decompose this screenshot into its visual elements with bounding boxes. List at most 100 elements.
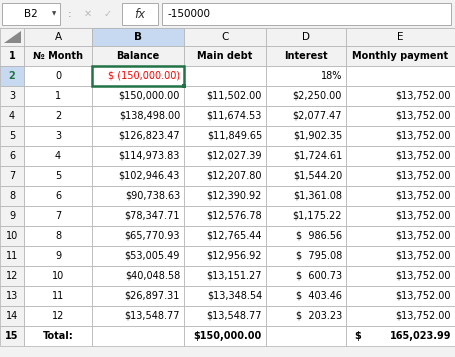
Text: 0: 0 [55, 71, 61, 81]
Text: $  795.08: $ 795.08 [296, 251, 342, 261]
Polygon shape [4, 31, 21, 43]
Text: $13,752.00: $13,752.00 [395, 191, 451, 201]
Bar [346, 206, 455, 226]
Bar [24, 286, 92, 306]
Text: 12: 12 [52, 311, 64, 321]
Text: $13,548.77: $13,548.77 [207, 311, 262, 321]
Text: $13,752.00: $13,752.00 [395, 151, 451, 161]
Bar [266, 166, 346, 186]
Bar [184, 66, 266, 86]
Text: 9: 9 [9, 211, 15, 221]
Bar [184, 186, 266, 206]
Text: Balance: Balance [116, 51, 160, 61]
Text: $65,770.93: $65,770.93 [125, 231, 180, 241]
Bar [346, 266, 455, 286]
Text: A: A [55, 32, 61, 42]
Bar [0, 266, 24, 286]
Text: $13,752.00: $13,752.00 [395, 111, 451, 121]
Bar [266, 306, 346, 326]
Bar [184, 28, 266, 46]
Bar [266, 206, 346, 226]
Text: 2: 2 [9, 71, 15, 81]
Text: $12,576.78: $12,576.78 [207, 211, 262, 221]
Bar [184, 126, 266, 146]
Text: $13,348.54: $13,348.54 [207, 291, 262, 301]
Bar [346, 166, 455, 186]
Text: Monthly payment: Monthly payment [353, 51, 449, 61]
Text: $13,752.00: $13,752.00 [395, 271, 451, 281]
Bar [92, 46, 184, 66]
Text: $78,347.71: $78,347.71 [125, 211, 180, 221]
Bar [92, 266, 184, 286]
Text: $1,544.20: $1,544.20 [293, 171, 342, 181]
Text: $2,250.00: $2,250.00 [293, 91, 342, 101]
Bar [24, 266, 92, 286]
Bar [92, 146, 184, 166]
Text: $12,765.44: $12,765.44 [207, 231, 262, 241]
Text: ▼: ▼ [52, 11, 56, 16]
Bar [24, 28, 92, 46]
Bar [24, 146, 92, 166]
Bar [92, 86, 184, 106]
Text: fx: fx [134, 7, 146, 20]
Bar [346, 326, 455, 346]
Bar [266, 266, 346, 286]
Text: $13,752.00: $13,752.00 [395, 91, 451, 101]
Bar [184, 86, 266, 106]
Text: $102,946.43: $102,946.43 [119, 171, 180, 181]
Bar [346, 306, 455, 326]
Text: 4: 4 [55, 151, 61, 161]
Text: B2: B2 [24, 9, 38, 19]
Bar [92, 246, 184, 266]
Bar [0, 286, 24, 306]
Bar [0, 106, 24, 126]
Text: 165,023.99: 165,023.99 [389, 331, 451, 341]
Bar [266, 46, 346, 66]
Text: $ (150,000.00): $ (150,000.00) [108, 71, 180, 81]
Bar [266, 226, 346, 246]
Text: 9: 9 [55, 251, 61, 261]
Bar [346, 28, 455, 46]
Bar [92, 286, 184, 306]
Bar [92, 28, 184, 46]
Bar [24, 46, 92, 66]
Bar [184, 166, 266, 186]
Text: $12,956.92: $12,956.92 [207, 251, 262, 261]
Text: № Month: № Month [33, 51, 83, 61]
Bar [24, 306, 92, 326]
Text: 10: 10 [52, 271, 64, 281]
Text: 2: 2 [55, 111, 61, 121]
Text: $: $ [354, 331, 361, 341]
Text: 8: 8 [55, 231, 61, 241]
Bar [266, 66, 346, 86]
Text: $53,005.49: $53,005.49 [125, 251, 180, 261]
Text: $  203.23: $ 203.23 [296, 311, 342, 321]
Text: $11,849.65: $11,849.65 [207, 131, 262, 141]
Text: $126,823.47: $126,823.47 [118, 131, 180, 141]
Bar [346, 46, 455, 66]
Text: 5: 5 [9, 131, 15, 141]
Text: C: C [221, 32, 229, 42]
Text: 7: 7 [55, 211, 61, 221]
Bar [0, 306, 24, 326]
Text: $40,048.58: $40,048.58 [125, 271, 180, 281]
Bar [24, 126, 92, 146]
Text: $138,498.00: $138,498.00 [119, 111, 180, 121]
Bar [0, 186, 24, 206]
Text: $12,027.39: $12,027.39 [207, 151, 262, 161]
Text: $13,752.00: $13,752.00 [395, 131, 451, 141]
Text: 3: 3 [9, 91, 15, 101]
Text: $90,738.63: $90,738.63 [125, 191, 180, 201]
Bar [122, 3, 158, 25]
Bar [24, 86, 92, 106]
Text: $13,548.77: $13,548.77 [125, 311, 180, 321]
Text: 14: 14 [6, 311, 18, 321]
Text: $11,674.53: $11,674.53 [207, 111, 262, 121]
Bar [92, 66, 184, 86]
Text: 10: 10 [6, 231, 18, 241]
Text: 13: 13 [6, 291, 18, 301]
Text: $150,000.00: $150,000.00 [119, 91, 180, 101]
Text: $1,724.61: $1,724.61 [293, 151, 342, 161]
Text: Interest: Interest [284, 51, 328, 61]
Text: 1: 1 [9, 51, 15, 61]
